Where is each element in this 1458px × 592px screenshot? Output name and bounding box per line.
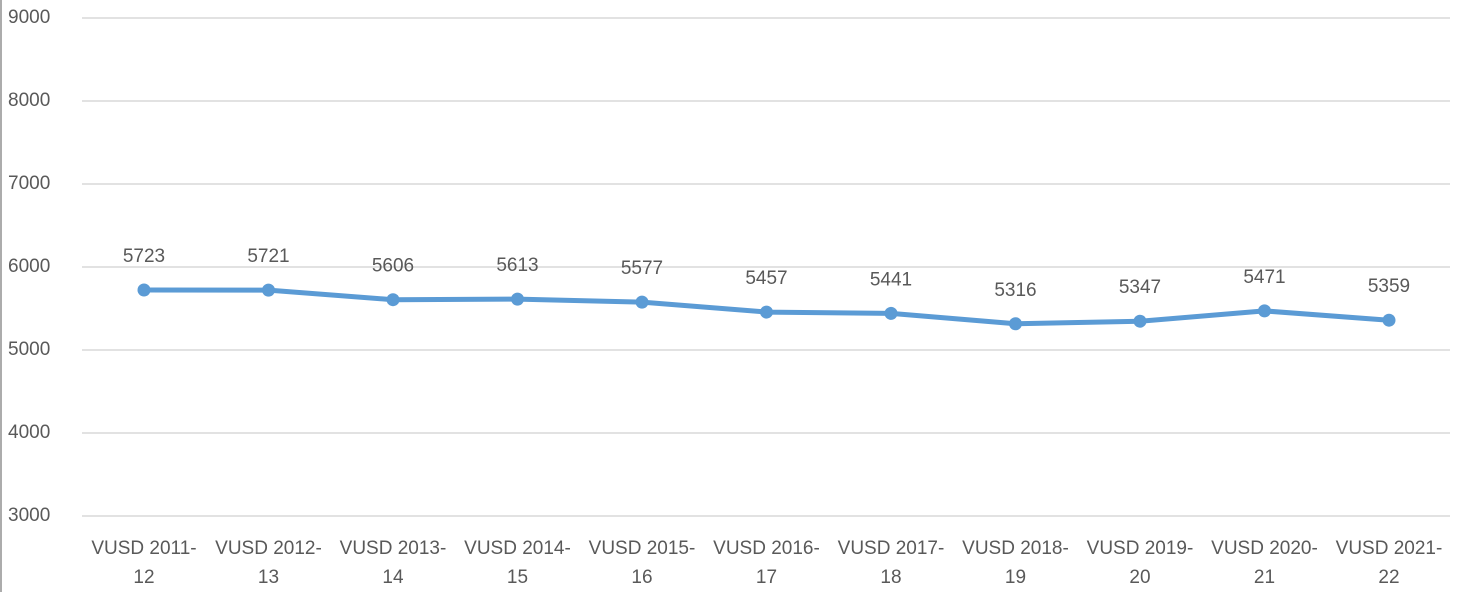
data-label: 5723 bbox=[123, 246, 165, 267]
marker bbox=[1133, 314, 1147, 328]
marker bbox=[137, 283, 151, 297]
x-tick-label: VUSD 2019-20 bbox=[1086, 538, 1194, 588]
marker bbox=[1009, 317, 1022, 331]
data-label: 5457 bbox=[745, 268, 787, 289]
x-tick-label: VUSD 2020-21 bbox=[1211, 538, 1318, 588]
data-label: 5721 bbox=[247, 246, 289, 267]
data-label: 5471 bbox=[1243, 267, 1285, 288]
marker bbox=[1258, 304, 1271, 318]
x-tick-label: VUSD 2018-19 bbox=[962, 538, 1069, 588]
x-tick-label: VUSD 2016-17 bbox=[713, 538, 820, 588]
marker bbox=[386, 293, 400, 307]
data-label: 5606 bbox=[372, 256, 414, 277]
marker bbox=[760, 305, 773, 319]
y-tick-label: 7000 bbox=[8, 173, 50, 194]
x-tick-label: VUSD 2012-13 bbox=[215, 538, 322, 588]
y-tick-label: 3000 bbox=[8, 505, 50, 526]
y-tick-label: 9000 bbox=[8, 7, 50, 28]
y-tick-label: 6000 bbox=[8, 256, 50, 277]
marker bbox=[262, 283, 275, 297]
data-label: 5347 bbox=[1119, 277, 1161, 298]
x-tick-label: VUSD 2013-14 bbox=[339, 538, 447, 588]
marker bbox=[884, 306, 898, 320]
marker bbox=[635, 295, 649, 309]
y-tick-label: 8000 bbox=[8, 90, 50, 111]
marker bbox=[511, 292, 524, 306]
marker bbox=[1382, 313, 1396, 327]
data-label: 5613 bbox=[496, 255, 538, 276]
data-label: 5316 bbox=[994, 280, 1036, 301]
x-tick-label: VUSD 2014-15 bbox=[464, 538, 571, 588]
x-tick-label: VUSD 2017-18 bbox=[837, 538, 945, 588]
x-tick-label: VUSD 2011-12 bbox=[91, 538, 197, 588]
data-label: 5577 bbox=[621, 258, 663, 279]
x-tick-label: VUSD 2021-22 bbox=[1335, 538, 1443, 588]
x-tick-label: VUSD 2015-16 bbox=[588, 538, 696, 588]
data-label: 5441 bbox=[870, 269, 912, 290]
data-label: 5359 bbox=[1368, 276, 1410, 297]
y-tick-label: 4000 bbox=[8, 422, 50, 443]
y-tick-label: 5000 bbox=[8, 339, 50, 360]
